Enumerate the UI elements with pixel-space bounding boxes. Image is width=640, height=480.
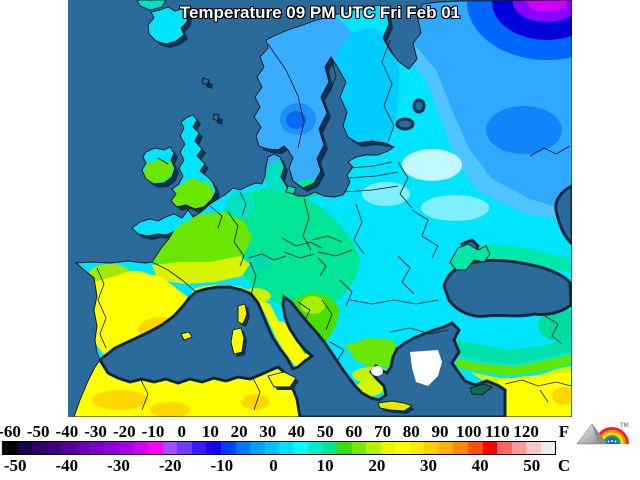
map-canvas xyxy=(68,0,572,417)
colorbar-cell xyxy=(482,442,498,454)
colorbar-cell xyxy=(351,442,367,454)
fahrenheit-tick: -60 xyxy=(0,422,21,441)
colorbar-cell xyxy=(133,442,149,454)
fahrenheit-tick: 60 xyxy=(345,422,363,441)
temperature-colorbar xyxy=(2,441,556,455)
colorbar-cell xyxy=(409,442,425,454)
celsius-tick: 0 xyxy=(269,456,278,475)
colorbar-cell xyxy=(206,442,221,454)
colorbar-cell xyxy=(250,442,265,454)
pyramid-icon xyxy=(576,423,608,445)
colorbar-cell xyxy=(3,442,18,454)
celsius-tick-row: -50 -40 -30 -20 -10 0 10 20 30 40 50 xyxy=(0,456,600,475)
colorbar-cell xyxy=(380,442,396,454)
colorbar-cell xyxy=(366,442,381,454)
fahrenheit-tick: 10 xyxy=(201,422,219,441)
colorbar-cell xyxy=(453,442,468,454)
colorbar-cell xyxy=(438,442,454,454)
colorbar-cell xyxy=(46,442,62,454)
weather-provider-logo: TM xyxy=(576,423,629,445)
fahrenheit-tick-row: -60 -50 -40 -30 -20 -10 0 10 20 30 40 50 60 70 80 90 100… xyxy=(0,422,600,441)
country-borders xyxy=(96,39,572,412)
fahrenheit-tick: -30 xyxy=(84,422,107,441)
celsius-tick: -10 xyxy=(210,456,234,475)
colorbar-cell xyxy=(424,442,439,454)
fahrenheit-tick: 20 xyxy=(230,422,248,441)
europe-temperature-map xyxy=(68,0,572,417)
fahrenheit-tick: -10 xyxy=(141,422,165,441)
islands xyxy=(136,0,493,414)
map-title: Temperature 09 PM UTC Fri Feb 01 xyxy=(179,3,461,22)
colorbar-cell xyxy=(308,442,323,454)
fahrenheit-tick: 0 xyxy=(177,422,186,441)
colorbar-cell xyxy=(337,442,352,454)
colorbar-cell xyxy=(540,442,556,454)
fahrenheit-tick: 80 xyxy=(402,422,420,441)
colorbar-cell xyxy=(468,442,483,454)
fahrenheit-unit-label: F xyxy=(558,422,570,441)
seas xyxy=(98,98,572,417)
colorbar-cell xyxy=(32,442,47,454)
colorbar-cell xyxy=(395,442,410,454)
celsius-tick: -40 xyxy=(55,456,79,475)
celsius-tick: -30 xyxy=(107,456,130,475)
fahrenheit-tick: -40 xyxy=(55,422,79,441)
celsius-tick: -20 xyxy=(158,456,182,475)
celsius-tick: 20 xyxy=(368,456,386,475)
fahrenheit-tick: 40 xyxy=(288,422,305,441)
colorbar-cell xyxy=(104,442,120,454)
celsius-unit-label: C xyxy=(557,456,571,475)
colorbar-cell xyxy=(61,442,76,454)
colorbar-cell xyxy=(119,442,134,454)
celsius-tick: -50 xyxy=(3,456,27,475)
fahrenheit-tick: -20 xyxy=(112,422,136,441)
colorbar-cell xyxy=(322,442,338,454)
celsius-tick: 50 xyxy=(523,456,541,475)
fahrenheit-tick: 100 xyxy=(455,422,482,441)
colorbar-cell xyxy=(177,442,192,454)
colorbar-cell xyxy=(90,442,105,454)
fahrenheit-tick: 120 xyxy=(513,422,539,441)
colorbar-cell xyxy=(293,442,309,454)
colorbar-cell xyxy=(191,442,207,454)
fahrenheit-tick: 70 xyxy=(374,422,392,441)
fahrenheit-tick: 110 xyxy=(485,422,510,441)
colorbar-cell xyxy=(17,442,33,454)
celsius-tick: 40 xyxy=(471,456,489,475)
trademark-symbol: TM xyxy=(620,423,629,429)
colorbar-cell xyxy=(526,442,541,454)
fahrenheit-tick: 50 xyxy=(316,422,334,441)
celsius-tick: 30 xyxy=(419,456,437,475)
no-data-patches xyxy=(371,350,442,386)
colorbar-cell xyxy=(75,442,91,454)
rainbow-icon xyxy=(595,427,629,444)
colorbar-cell xyxy=(279,442,294,454)
colorbar-cell xyxy=(264,442,280,454)
colorbar-cell xyxy=(235,442,251,454)
fahrenheit-tick: 90 xyxy=(431,422,449,441)
colorbar-cell xyxy=(220,442,236,454)
colorbar-cell xyxy=(148,442,163,454)
fahrenheit-tick: -50 xyxy=(26,422,50,441)
colorbar-cell xyxy=(497,442,512,454)
fahrenheit-tick: 30 xyxy=(259,422,277,441)
celsius-tick: 10 xyxy=(316,456,334,475)
colorbar-cell xyxy=(511,442,527,454)
colorbar-cell xyxy=(162,442,178,454)
